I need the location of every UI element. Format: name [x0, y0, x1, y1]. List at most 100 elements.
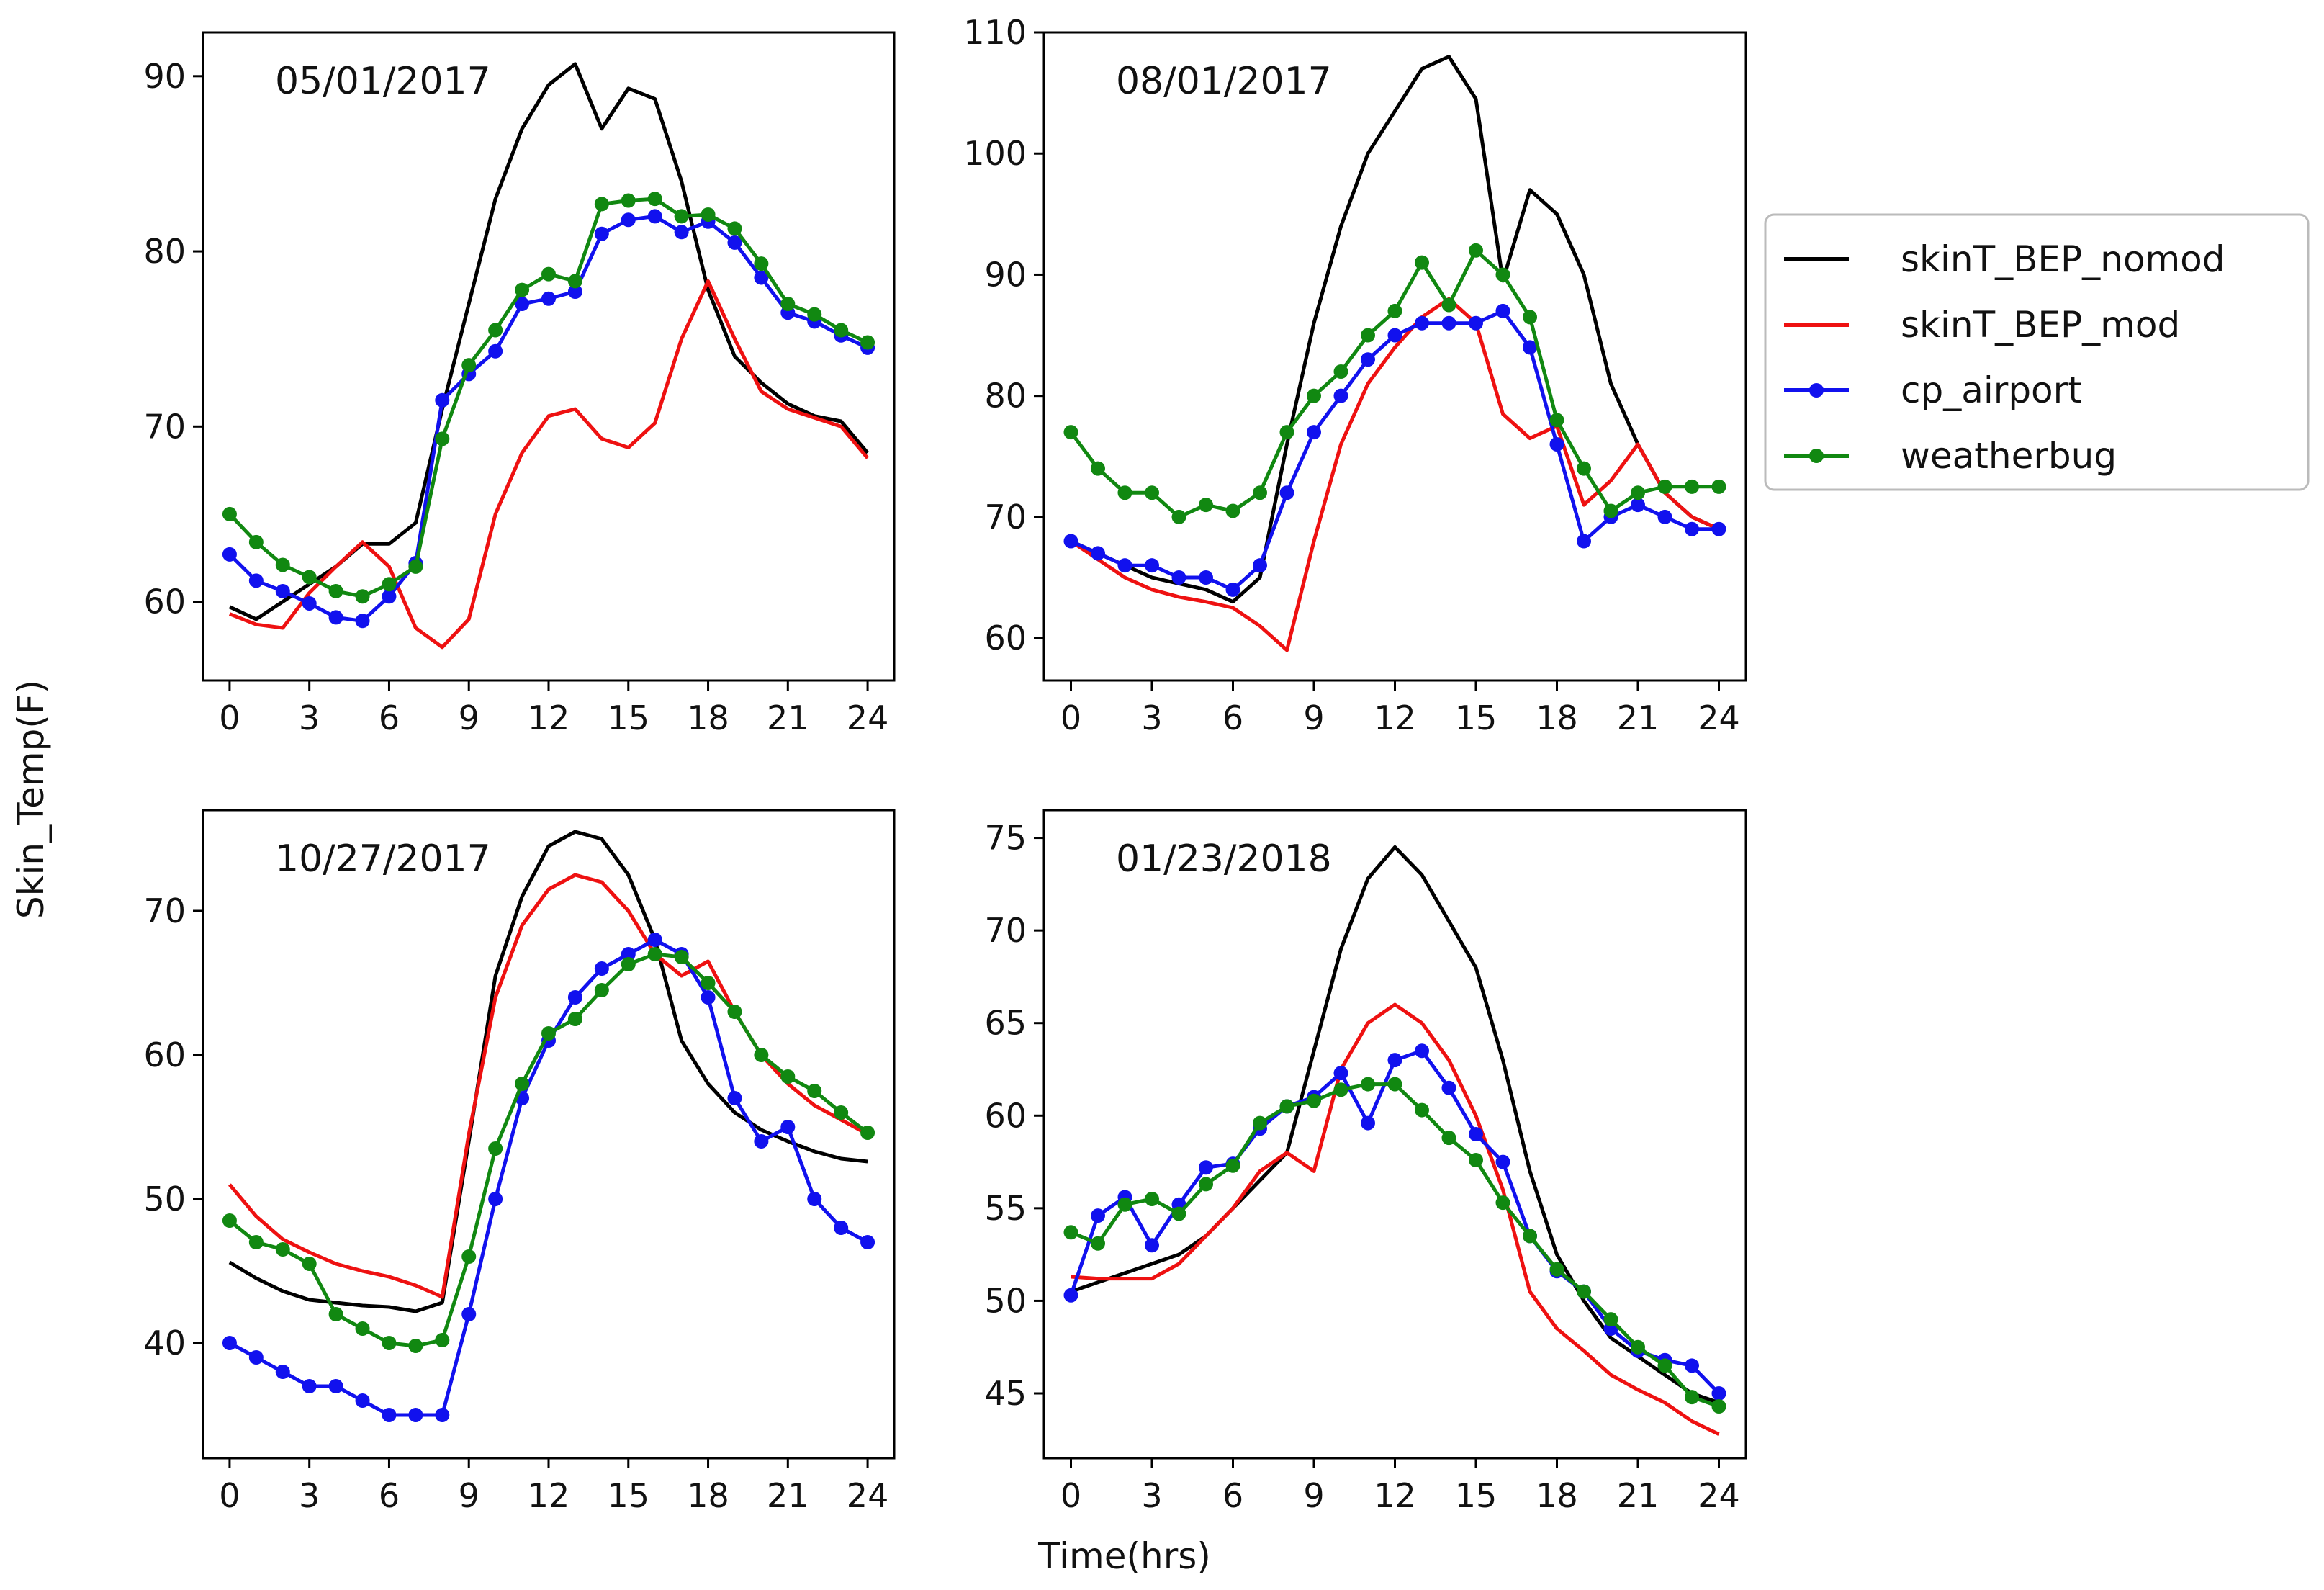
data-point-weatherbug [382, 577, 397, 592]
x-tick-label: 18 [1536, 699, 1578, 737]
data-point-weatherbug [515, 1077, 530, 1091]
x-tick-label: 15 [1455, 1476, 1497, 1515]
x-tick-label: 3 [1141, 699, 1162, 737]
series-line-skinT_BEP_mod [1070, 297, 1720, 652]
y-tick-label: 60 [143, 1036, 186, 1074]
data-point-weatherbug [275, 557, 290, 572]
y-tick-label: 110 [963, 13, 1027, 52]
panel-frame [202, 31, 896, 682]
legend-marker [1809, 383, 1824, 398]
data-point-cp_airport [1199, 1160, 1213, 1175]
y-tick-label: 50 [984, 1281, 1027, 1320]
x-tick-label: 18 [687, 1476, 729, 1515]
data-point-weatherbug [1441, 1131, 1456, 1146]
data-point-weatherbug [1657, 479, 1672, 494]
x-tick-label: 24 [1698, 1476, 1740, 1515]
data-point-weatherbug [222, 506, 237, 521]
data-point-cp_airport [1657, 509, 1672, 524]
shared-y-axis-label: Skin_Temp(F) [10, 680, 52, 919]
data-point-weatherbug [1253, 485, 1267, 500]
data-point-cp_airport [1387, 328, 1402, 343]
data-point-weatherbug [488, 1141, 503, 1156]
y-tick-label: 45 [984, 1374, 1027, 1413]
x-tick-label: 21 [767, 699, 809, 737]
data-point-weatherbug [647, 947, 662, 961]
data-point-weatherbug [1711, 479, 1726, 494]
data-point-weatherbug [567, 274, 582, 289]
data-point-cp_airport [1171, 570, 1186, 585]
data-point-weatherbug [1279, 1099, 1294, 1114]
data-point-weatherbug [1145, 1192, 1159, 1206]
panel-3: 0 3 6 9 12 15 18 21 24 40 50 60 70 10/27/2017 [143, 809, 896, 1515]
legend-item-skinT_BEP_mod: skinT_BEP_mod [1784, 304, 2180, 346]
data-point-cp_airport [1225, 582, 1240, 597]
panel-title: 08/01/2017 [1116, 60, 1332, 103]
data-point-weatherbug [1225, 1158, 1240, 1173]
data-point-weatherbug [754, 1048, 769, 1062]
x-tick-label: 18 [687, 699, 729, 737]
data-point-weatherbug [302, 570, 317, 585]
y-tick-label: 70 [143, 407, 186, 446]
data-point-weatherbug [1199, 498, 1213, 513]
y-tick-label: 55 [984, 1189, 1027, 1228]
data-point-cp_airport [275, 1365, 290, 1379]
data-point-cp_airport [780, 1120, 796, 1134]
shared-x-axis-label: Time(hrs) [1037, 1535, 1211, 1577]
x-tick-label: 12 [528, 1476, 570, 1515]
data-point-weatherbug [408, 559, 423, 574]
data-point-cp_airport [647, 209, 662, 224]
data-point-cp_airport [488, 1192, 503, 1206]
data-point-weatherbug [754, 256, 769, 271]
x-tick-label: 9 [459, 699, 479, 737]
x-tick-label: 6 [379, 699, 400, 737]
data-point-cp_airport [328, 610, 343, 625]
x-tick-label: 9 [1303, 1476, 1324, 1515]
data-point-cp_airport [1279, 485, 1294, 500]
data-point-cp_airport [567, 990, 582, 1005]
data-point-weatherbug [1549, 413, 1564, 428]
data-point-weatherbug [674, 950, 689, 964]
data-point-cp_airport [1495, 303, 1510, 318]
data-point-cp_airport [382, 589, 397, 604]
data-point-weatherbug [1063, 425, 1078, 440]
x-tick-label: 9 [1303, 699, 1324, 737]
x-tick-label: 24 [1698, 699, 1740, 737]
data-point-weatherbug [1387, 1077, 1402, 1092]
data-point-weatherbug [834, 323, 849, 338]
data-point-weatherbug [1577, 461, 1591, 476]
data-point-cp_airport [1469, 1127, 1483, 1141]
data-point-cp_airport [461, 1307, 477, 1321]
data-point-cp_airport [1415, 315, 1429, 331]
x-tick-label: 24 [847, 699, 889, 737]
data-point-cp_airport [834, 1221, 849, 1235]
series-line-skinT_BEP_nomod [228, 830, 868, 1313]
data-point-weatherbug [1657, 1358, 1672, 1373]
x-tick-label: 9 [459, 1476, 479, 1515]
y-tick-label: 80 [984, 377, 1027, 416]
data-point-weatherbug [1469, 1153, 1483, 1167]
data-point-weatherbug [1091, 461, 1105, 476]
data-point-weatherbug [860, 1126, 875, 1140]
data-point-weatherbug [1117, 1197, 1132, 1212]
data-point-cp_airport [594, 961, 609, 976]
data-point-cp_airport [594, 226, 609, 241]
data-point-weatherbug [541, 1026, 556, 1041]
x-tick-label: 6 [1222, 699, 1243, 737]
data-point-weatherbug [1333, 1082, 1348, 1097]
y-tick-label: 50 [143, 1180, 186, 1218]
data-point-weatherbug [382, 1336, 397, 1350]
x-tick-label: 21 [1617, 699, 1659, 737]
x-tick-label: 12 [1374, 1476, 1416, 1515]
data-point-weatherbug [1225, 503, 1240, 518]
data-point-weatherbug [248, 1235, 264, 1249]
data-point-cp_airport [807, 1192, 822, 1206]
data-point-weatherbug [1469, 243, 1483, 258]
y-tick-label: 75 [984, 819, 1027, 858]
data-point-cp_airport [222, 1336, 237, 1350]
y-tick-label: 100 [963, 134, 1027, 173]
data-point-weatherbug [1603, 1312, 1618, 1327]
data-point-cp_airport [1063, 534, 1078, 549]
data-point-cp_airport [275, 583, 290, 598]
x-tick-label: 12 [1374, 699, 1416, 737]
